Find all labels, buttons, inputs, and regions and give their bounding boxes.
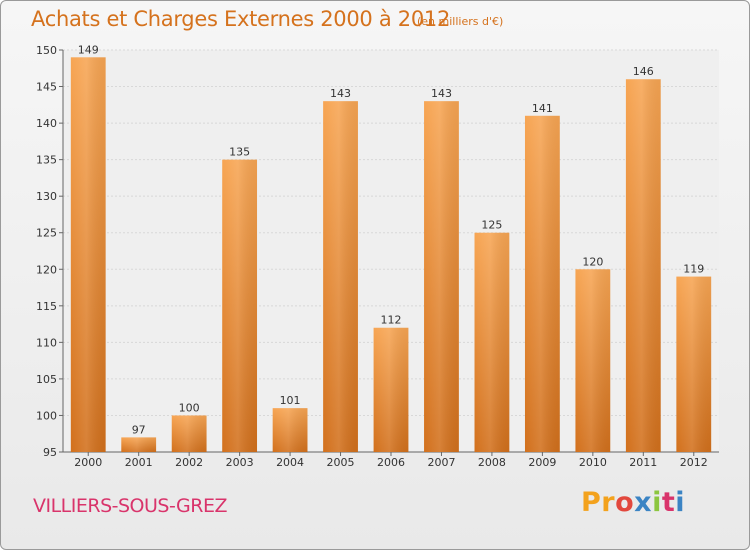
bars (70, 57, 712, 453)
bar-shine (121, 437, 157, 452)
y-tick-label: 150 (36, 44, 57, 57)
data-label: 125 (481, 219, 502, 232)
bar-shine (323, 101, 358, 452)
y-tick-label: 110 (36, 336, 57, 349)
logo-part: i (675, 487, 686, 518)
x-tick-label: 2004 (276, 456, 304, 469)
logo-part: x (634, 487, 653, 518)
y-tick-label: 115 (36, 300, 57, 313)
x-tick-label: 2001 (125, 456, 153, 469)
y-tick-label: 140 (36, 117, 57, 130)
y-tick-label: 125 (36, 227, 57, 240)
data-labels: 149 97 100 135 101 143 112 143 125 141 120 146 119 (78, 43, 705, 436)
data-label: 143 (330, 87, 351, 100)
x-tick-label: 2008 (478, 456, 506, 469)
bar-shine (171, 415, 207, 452)
data-label: 143 (431, 87, 452, 100)
data-label: 100 (179, 401, 200, 414)
bar-shine (524, 115, 560, 453)
data-label: 149 (78, 43, 99, 56)
chart-subtitle: (en milliers d'€) (417, 15, 504, 28)
x-tick-label: 2000 (74, 456, 102, 469)
data-label: 97 (132, 423, 146, 436)
bar-shine (222, 159, 258, 453)
proxiti-logo: Proxiti (581, 487, 685, 518)
y-tick-label: 95 (43, 446, 57, 459)
bar-shine (625, 79, 661, 453)
x-tick-label: 2010 (579, 456, 607, 469)
y-tick-label: 105 (36, 373, 57, 386)
logo-part: Pr (581, 487, 616, 518)
bar-shine (70, 57, 106, 453)
logo-part: i (652, 487, 662, 518)
bar-shine (676, 276, 712, 452)
commune-name: VILLIERS-SOUS-GREZ (33, 495, 227, 517)
data-label: 101 (280, 394, 301, 407)
logo-part: t (661, 487, 676, 518)
x-tick-label: 2005 (327, 456, 355, 469)
logo-part: o (615, 487, 635, 518)
x-tick-label: 2002 (175, 456, 203, 469)
y-tick-label: 135 (36, 154, 57, 167)
data-label: 119 (683, 263, 704, 276)
x-tick-label: 2006 (377, 456, 405, 469)
bar-shine (424, 101, 459, 452)
bar-shine (272, 408, 308, 452)
data-label: 135 (229, 146, 250, 159)
data-label: 146 (633, 65, 654, 78)
y-tick-label: 130 (36, 190, 57, 203)
y-tick-label: 100 (36, 409, 57, 422)
data-label: 141 (532, 102, 553, 115)
x-tick-label: 2003 (226, 456, 254, 469)
bar-shine (575, 269, 611, 452)
bar-shine (373, 327, 409, 452)
x-tick-label: 2011 (629, 456, 657, 469)
y-tick-label: 145 (36, 81, 57, 94)
data-label: 120 (582, 255, 603, 268)
x-tick-label: 2012 (680, 456, 708, 469)
bar-shine (474, 232, 510, 452)
y-tick-label: 120 (36, 263, 57, 276)
x-tick-label: 2007 (427, 456, 455, 469)
chart-title: Achats et Charges Externes 2000 à 2012 (31, 7, 451, 31)
data-label: 112 (381, 314, 402, 327)
x-tick-label: 2009 (528, 456, 556, 469)
